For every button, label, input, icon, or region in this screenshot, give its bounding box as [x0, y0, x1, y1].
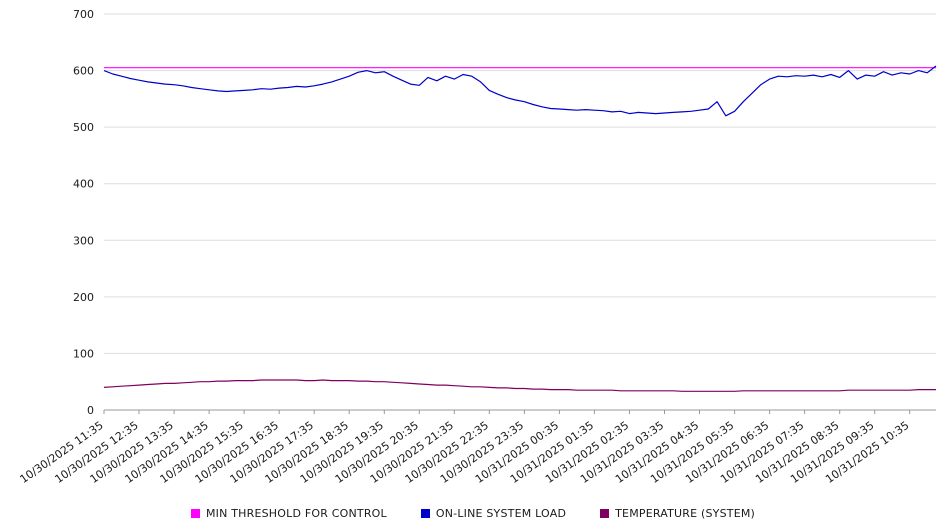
- y-tick-label: 600: [73, 65, 94, 78]
- y-axis: 0 100 200 300 400 500 600 700: [73, 8, 936, 417]
- y-tick-label: 400: [73, 178, 94, 191]
- y-tick-label: 300: [73, 234, 94, 247]
- legend-item: MIN THRESHOLD FOR CONTROL: [190, 507, 387, 520]
- legend-swatch: [190, 509, 200, 518]
- y-tick-label: 500: [73, 121, 94, 134]
- y-tick-label: 100: [73, 347, 94, 360]
- line-chart: 0 100 200 300 400 500 600 700 10/30/2025 11:3510…: [17, 8, 937, 486]
- legend-item: ON-LINE SYSTEM LOAD: [420, 507, 567, 520]
- y-tick-label: 200: [73, 291, 94, 304]
- legend-label: TEMPERATURE (SYSTEM): [615, 507, 756, 520]
- y-tick-label: 700: [73, 8, 94, 21]
- series-line-2: [103, 379, 936, 392]
- legend-label: MIN THRESHOLD FOR CONTROL: [205, 507, 387, 520]
- chart-legend: MIN THRESHOLD FOR CONTROL ON-LINE SYSTEM …: [0, 507, 946, 520]
- series-lines: [103, 65, 937, 392]
- legend-swatch: [600, 509, 610, 518]
- legend-item: TEMPERATURE (SYSTEM): [600, 507, 755, 520]
- legend-swatch: [420, 509, 430, 518]
- series-line-1: [103, 65, 937, 117]
- y-tick-label: 0: [87, 404, 94, 417]
- legend-label: ON-LINE SYSTEM LOAD: [435, 507, 567, 520]
